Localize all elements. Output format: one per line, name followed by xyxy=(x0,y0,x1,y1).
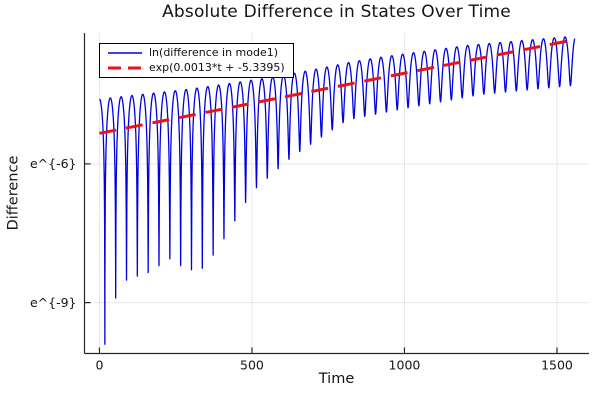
x-tick-label-1500: 1500 xyxy=(541,358,573,373)
chart-title: Absolute Difference in States Over Time xyxy=(162,2,511,22)
y-tick-label--6: e^{-6} xyxy=(30,156,77,171)
legend-line-sample-dashed xyxy=(108,66,142,70)
x-tick-label-0: 0 xyxy=(95,358,103,373)
legend-label-series: ln(difference in mode1) xyxy=(149,46,279,59)
legend-item-series: ln(difference in mode1) xyxy=(106,45,285,60)
y-tick-label--9: e^{-9} xyxy=(30,295,77,310)
legend-line-sample-solid xyxy=(108,52,142,54)
x-tick-label-500: 500 xyxy=(240,358,264,373)
legend-label-fit: exp(0.0013*t + -5.3395) xyxy=(149,61,285,74)
series-line-difference xyxy=(99,36,576,345)
x-tick-label-1000: 1000 xyxy=(389,358,421,373)
x-axis-label: Time xyxy=(318,371,355,387)
legend-box: ln(difference in mode1) exp(0.0013*t + -… xyxy=(99,43,294,78)
legend-item-fit: exp(0.0013*t + -5.3395) xyxy=(106,60,285,75)
